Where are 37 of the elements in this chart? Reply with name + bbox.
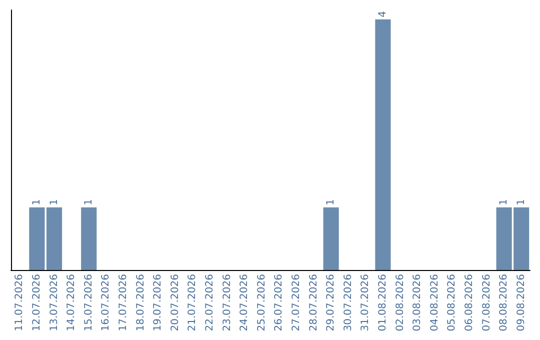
data-label: 1 — [48, 198, 60, 206]
data-label: 1 — [83, 198, 94, 206]
x-tick-label: 02.08.2026 — [394, 274, 406, 332]
data-label: 4 — [377, 11, 388, 18]
x-tick-label: 07.08.2026 — [481, 274, 492, 332]
x-tick-label: 20.07.2026 — [170, 274, 181, 332]
x-tick-label: 17.07.2026 — [118, 274, 129, 332]
x-tick-label: 16.07.2026 — [100, 274, 112, 332]
x-tick-label: 23.07.2026 — [222, 274, 233, 332]
x-tick-label: 13.07.2026 — [48, 274, 60, 332]
x-tick-label: 15.07.2026 — [83, 274, 94, 332]
data-label: 1 — [516, 198, 527, 206]
x-tick-label: 08.08.2026 — [498, 274, 510, 332]
x-tick-label: 09.08.2026 — [516, 274, 527, 332]
x-tick-label: 14.07.2026 — [66, 274, 78, 332]
x-tick-label: 03.08.2026 — [412, 274, 424, 332]
x-tick-label: 04.08.2026 — [429, 274, 440, 332]
x-tick-label: 21.07.2026 — [187, 274, 198, 332]
x-tick-label: 05.08.2026 — [446, 274, 458, 332]
x-tick-label: 11.07.2026 — [14, 274, 26, 332]
x-tick-label: 25.07.2026 — [256, 274, 268, 332]
x-tick-label: 22.07.2026 — [204, 274, 216, 332]
data-label: 1 — [498, 198, 510, 206]
data-label: 1 — [326, 198, 337, 206]
x-tick-label: 06.08.2026 — [464, 274, 475, 332]
x-tick-label: 12.07.2026 — [31, 274, 42, 332]
x-tick-label: 01.08.2026 — [377, 274, 388, 332]
x-tick-label: 19.07.2026 — [152, 274, 164, 332]
x-tick-label: 26.07.2026 — [274, 274, 285, 332]
x-tick-label: 28.07.2026 — [308, 274, 320, 332]
x-tick-label: 18.07.2026 — [135, 274, 146, 332]
x-tick-label: 30.07.2026 — [342, 274, 354, 332]
x-tick-label: 31.07.2026 — [360, 274, 372, 332]
x-tick-label: 29.07.2026 — [326, 274, 337, 332]
data-label: 1 — [31, 198, 42, 206]
x-tick-label: 24.07.2026 — [239, 274, 250, 332]
x-tick-label: 27.07.2026 — [290, 274, 302, 332]
